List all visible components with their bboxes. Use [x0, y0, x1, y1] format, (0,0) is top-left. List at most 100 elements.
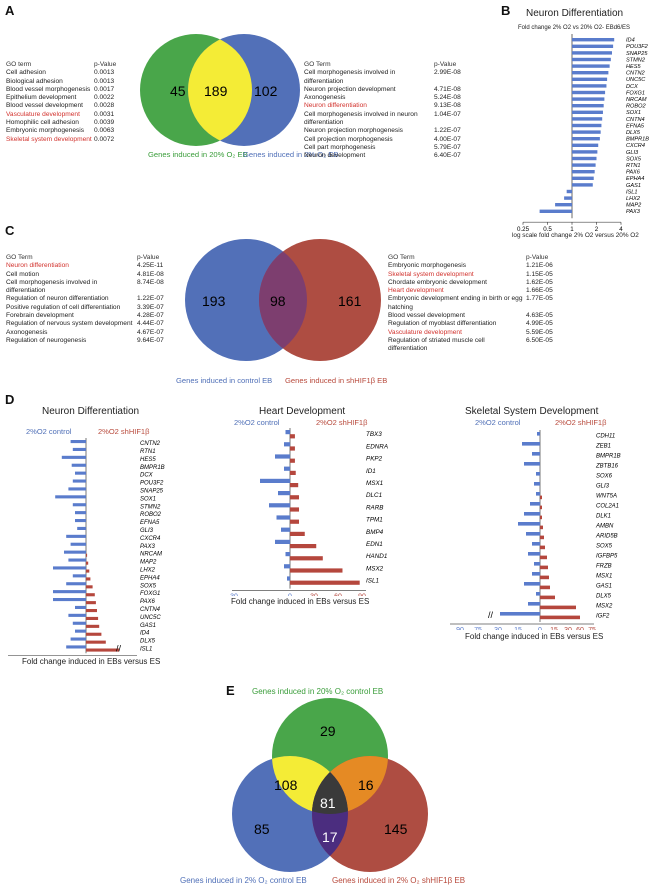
go-table-row: Blood vessel development 0.0028 — [6, 102, 134, 110]
go-table-row: Embryonic development ending in birth or… — [388, 295, 566, 312]
go-table-row: Positive regulation of cell differentiat… — [6, 304, 177, 312]
go-term: Blood vessel development — [6, 102, 83, 110]
chartD1-axis-break: // — [116, 643, 122, 653]
go-pvalue: 1.62E-05 — [526, 278, 553, 286]
go-table-c-left: GO Term p-Value Neuron differentiation 4.25… — [6, 254, 177, 345]
venn-a-middle-count: 189 — [204, 83, 228, 99]
chartD1-bar-sh — [86, 624, 100, 628]
chartD3-bar-control — [524, 462, 540, 466]
chartD2-gene-label: RARB — [366, 504, 384, 511]
chart-b: ID4POU3F2SNAP25STMN2HES5CNTN2UNC5CDCXFOX… — [517, 34, 649, 232]
chartD2-bar-sh — [290, 568, 343, 573]
go-term: Vasculature development — [6, 110, 80, 118]
chart-b-gene-label: UNC5C — [626, 77, 646, 83]
chart-b-bar — [572, 130, 601, 134]
chart-b-gene-label: STMN2 — [626, 57, 646, 63]
chartD1-bar-control — [55, 495, 86, 499]
chartD3-bar-control — [522, 442, 540, 446]
chartD1-bar-control — [68, 487, 86, 491]
chartD2-gene-label: EDNRA — [366, 443, 388, 450]
go-table-row: Epithelium development 0.0022 — [6, 94, 134, 102]
chartD1-bar-sh — [86, 577, 91, 581]
chartD2-bar-control — [285, 552, 290, 557]
chart-b-bar — [572, 110, 603, 114]
go-pvalue: 1.66E-05 — [526, 287, 553, 295]
chart-b-gene-label: DCX — [626, 84, 638, 90]
go-term: Vasculature development — [388, 328, 462, 336]
go-table-row: Cell projection morphogenesis 4.00E-07 — [304, 136, 474, 144]
chartD2-tick-right: 60 — [334, 594, 342, 596]
go-table-row: Vasculature development 5.59E-05 — [388, 329, 566, 337]
chartD2-gene-label: TPM1 — [366, 517, 383, 524]
chart-b-gene-label: NRCAM — [626, 97, 647, 103]
chartD1-gene-label: SOX5 — [140, 583, 157, 589]
chartD1-gene-label: RTN1 — [140, 449, 156, 455]
chartD3-bar-control — [528, 602, 540, 606]
chart-b-gene-label: SOX5 — [626, 156, 642, 162]
go-term: Skeletal system development — [6, 135, 92, 143]
chartD1-bar-control — [72, 621, 86, 625]
venn-e-green-red-overlap — [312, 756, 388, 814]
panel-label-e: E — [226, 683, 235, 698]
chartD1-gene-label: EFNA5 — [140, 520, 160, 526]
go-table-header-term: GO Term — [304, 61, 331, 68]
chartD1-gene-label: UNC5C — [140, 615, 161, 621]
chart-b-gene-label: BMPR1B — [626, 137, 649, 143]
go-table-row: Cell adhesion 0.0013 — [6, 69, 134, 77]
chartD3-bar-sh — [540, 585, 550, 590]
panel-b-xlabel: log scale fold change 2% O2 versus 20% O… — [512, 232, 639, 239]
chart-b-bar — [572, 51, 612, 55]
go-pvalue: 0.0013 — [94, 69, 115, 77]
chart-b-bar — [572, 97, 605, 101]
chartD1-bar-sh — [86, 616, 99, 620]
chartD3-tick-right: 75 — [588, 627, 596, 630]
go-pvalue: 0.0013 — [94, 77, 115, 85]
chartD1-bar-sh — [86, 585, 93, 589]
chartD2-bar-control — [284, 564, 290, 569]
go-pvalue: 1.22E-07 — [434, 127, 461, 135]
chartD1-bar-sh — [86, 632, 102, 636]
panel-label-d: D — [5, 392, 15, 407]
chartD2-bar-sh — [290, 507, 300, 512]
chart-b-bar — [572, 90, 606, 95]
go-pvalue: 6.50E-05 — [526, 336, 553, 344]
chartD1-bar-control — [64, 550, 86, 554]
chartD1-bar-control — [72, 503, 86, 507]
go-table-row: Chordate embryonic development 1.62E-05 — [388, 279, 566, 287]
go-term: Homophilic cell adhesion — [6, 119, 79, 127]
chart-b-gene-label: PAX3 — [626, 209, 641, 215]
chart-b-gene-label: PAX6 — [626, 170, 641, 176]
go-table-row: Homophilic cell adhesion 0.0039 — [6, 119, 134, 127]
go-term: Skeletal system development — [388, 270, 474, 278]
chartD3-tick-right: 30 — [564, 627, 572, 630]
venn-c-overlap — [259, 239, 307, 361]
go-term: Biological adhesion — [6, 77, 63, 85]
chartD1-gene-label: SOX1 — [140, 496, 156, 502]
panel-label-b: B — [501, 3, 511, 18]
chartD1-bar-control — [75, 511, 86, 515]
chartD2-bar-control — [275, 539, 290, 544]
chartD1-bar-control — [68, 558, 86, 562]
chartD1-bar-sh — [86, 553, 88, 557]
chartD1-gene-label: MAP2 — [140, 560, 157, 566]
go-table-a-right: GO Term p-Value Cell morphogenesis involve… — [304, 61, 474, 161]
chartD2-gene-label: TBX3 — [366, 431, 382, 438]
chart-b-bar — [572, 183, 593, 187]
go-table-row: Vasculature development 0.0031 — [6, 111, 134, 119]
chartD2-bar-control — [284, 442, 290, 447]
chartD1-bar-control — [72, 574, 86, 578]
go-pvalue: 4.25E-11 — [137, 262, 164, 270]
go-table-row: Regulation of striated muscle cell diffe… — [388, 337, 566, 354]
go-term: Embryonic development ending in birth or… — [388, 295, 523, 311]
chartD2-bar-control — [287, 576, 290, 581]
chartD1-gene-label: CNTN2 — [140, 441, 161, 447]
chartD3-gene-label: SOX6 — [596, 474, 613, 480]
go-term: Embryonic morphogenesis — [6, 127, 85, 135]
chartD1-gene-label: LHX2 — [140, 568, 156, 574]
chartD2-bar-sh — [290, 556, 323, 561]
go-table-row: Axonogenesis 4.67E-07 — [6, 329, 177, 337]
go-term: Neuron differentiation — [304, 102, 367, 110]
go-term: Neuron projection development — [304, 85, 396, 93]
go-term: Axonogenesis — [6, 328, 48, 336]
chartD1-bar-control — [66, 582, 86, 586]
